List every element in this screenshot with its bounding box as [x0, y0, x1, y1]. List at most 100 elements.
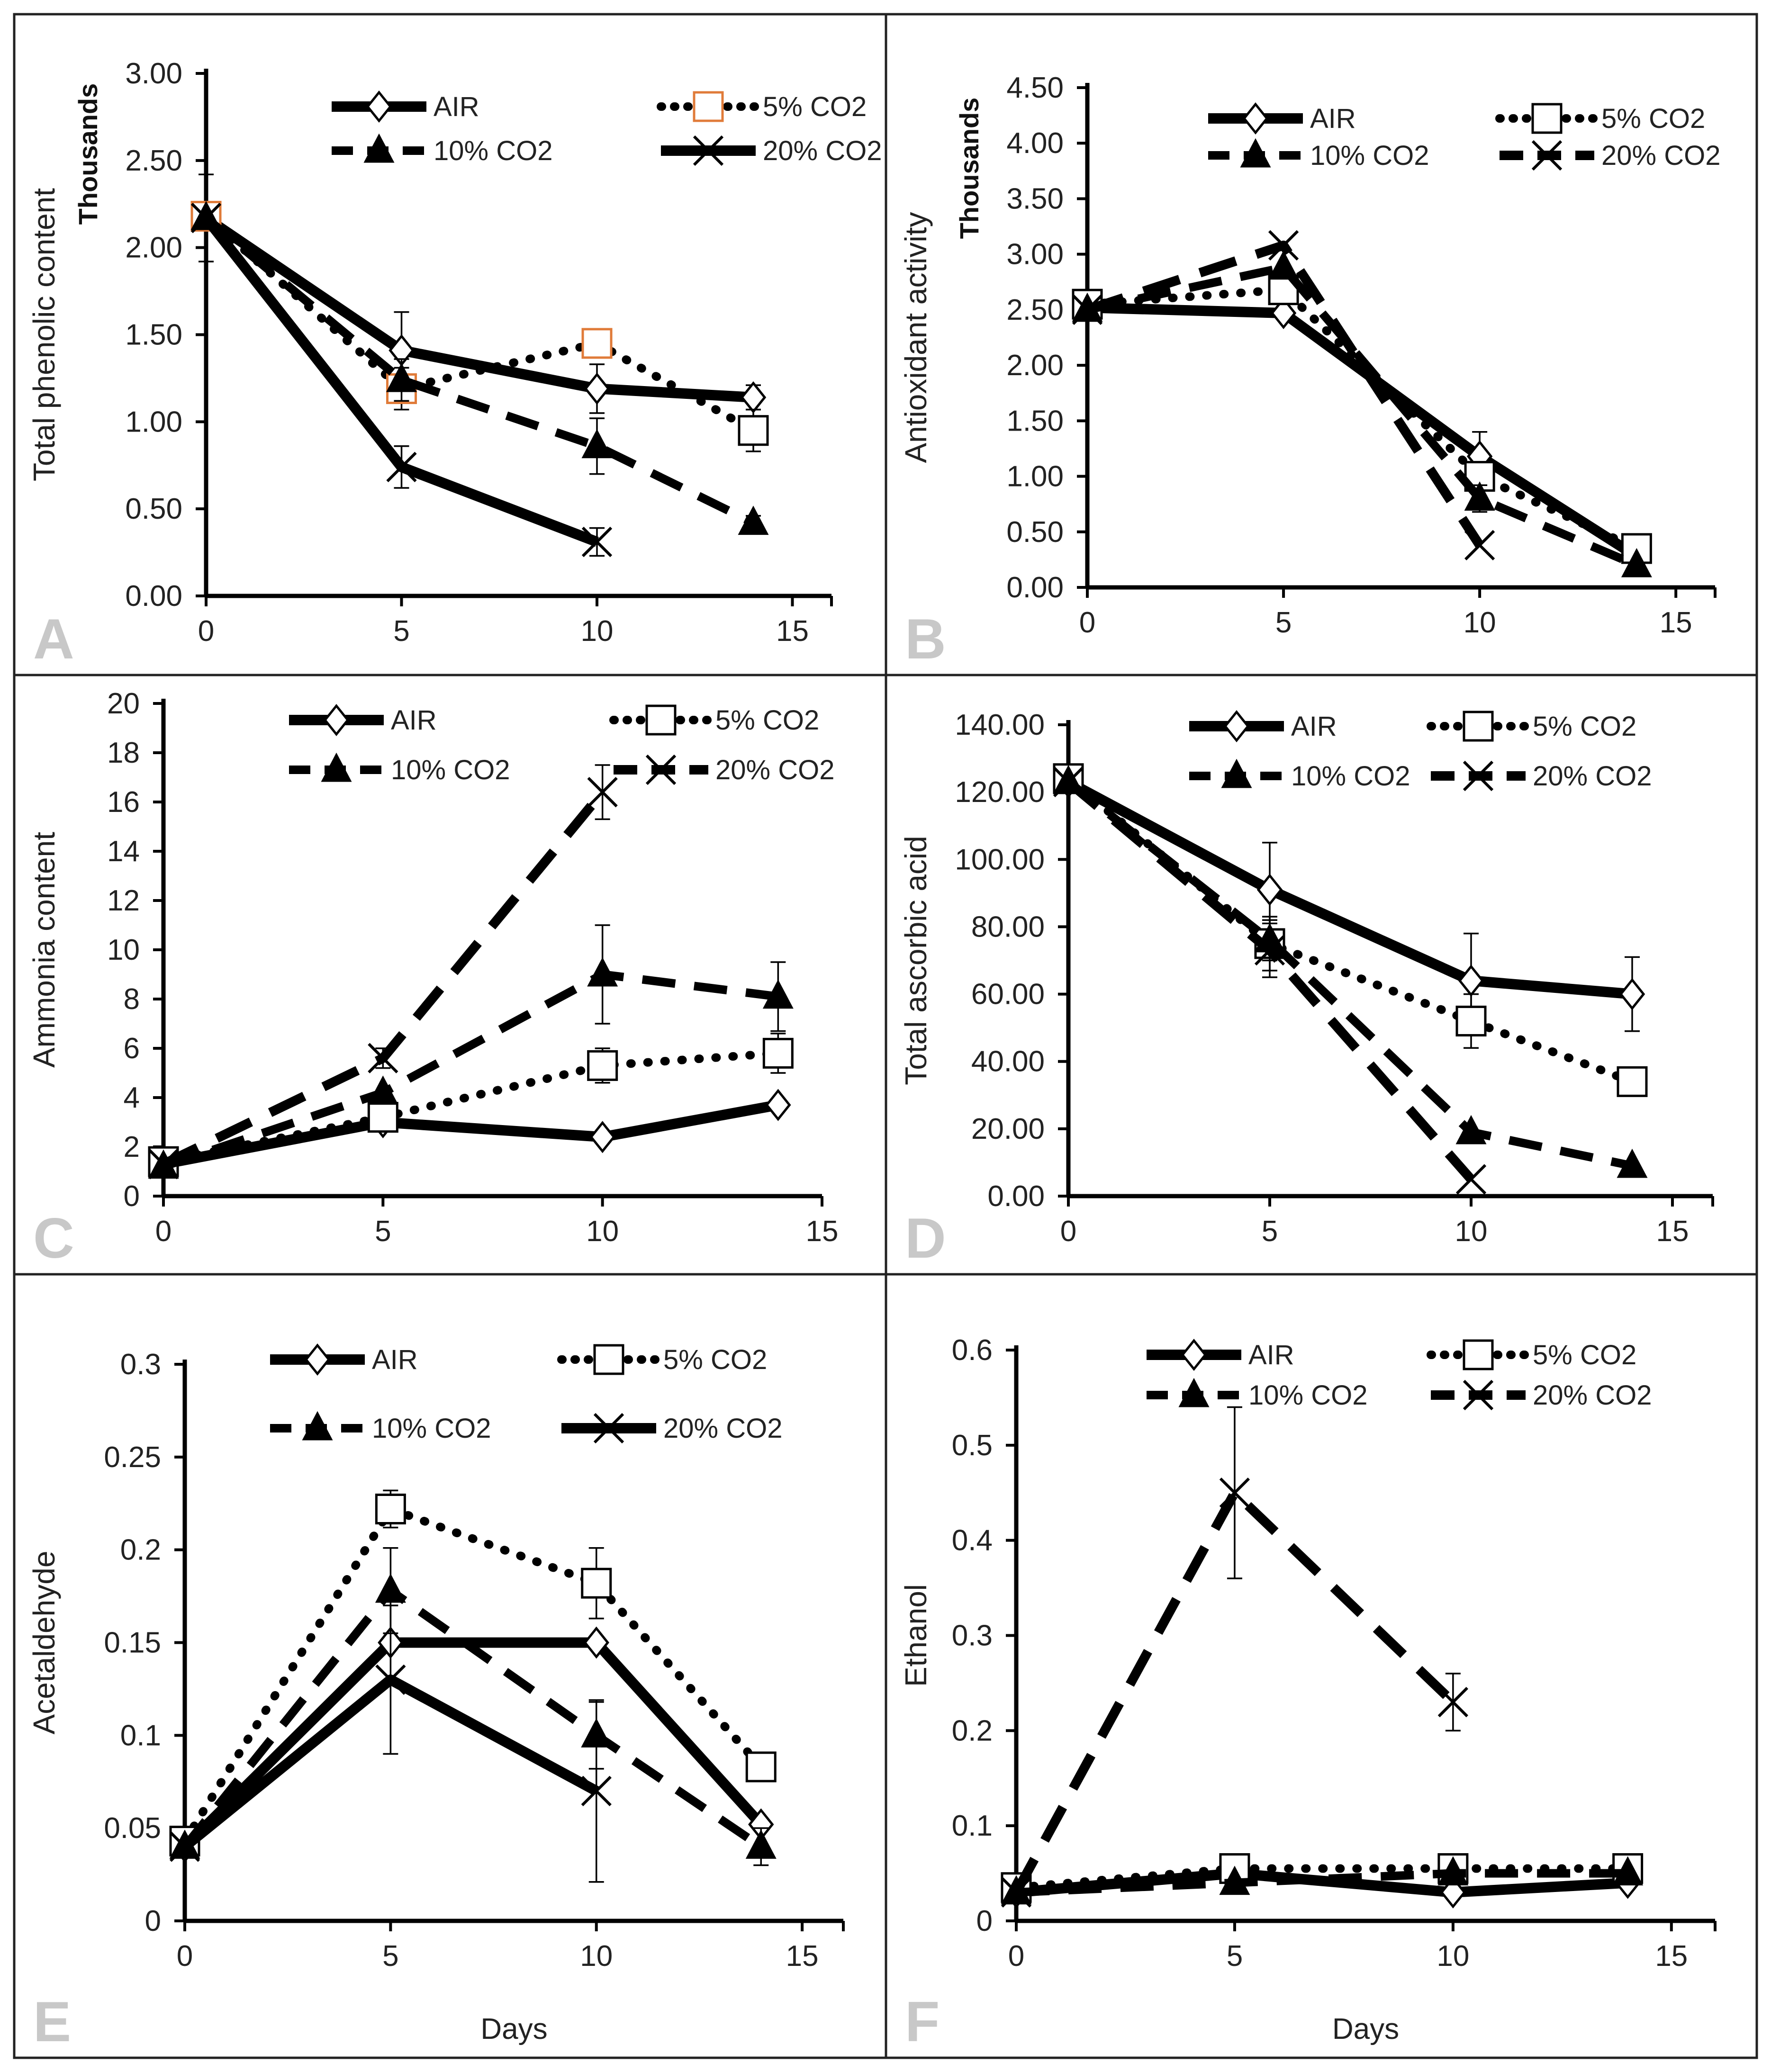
panel-letter: B [905, 607, 946, 671]
y-tick-label: 60.00 [971, 978, 1045, 1011]
y-tick-label: 2.00 [1006, 349, 1064, 382]
legend-entry-20pct-co2: 20% CO2 [1431, 1379, 1652, 1411]
y-tick-label: 0.50 [1006, 516, 1064, 549]
legend-marker-square [1463, 711, 1494, 742]
x-tick-label: 0 [1008, 1940, 1024, 1973]
x-tick-label: 0 [1060, 1215, 1076, 1248]
legend-entry-air: AIR [1147, 1338, 1294, 1371]
legend-entry-5pct-co2: 5% CO2 [1427, 1339, 1636, 1370]
legend-label: AIR [372, 1344, 418, 1375]
panel-letter: E [33, 1990, 71, 2054]
axes: 0.00 0.50 1.00 1.50 2.00 2.50 3.00 0 5 10 15 [125, 57, 833, 648]
series-5pct-co2-line [202, 212, 758, 435]
y-axis-label: Ammonia content [27, 832, 61, 1068]
legend-label: 5% CO2 [1601, 103, 1705, 134]
legend-marker-cross [1463, 760, 1494, 792]
series-layer [1001, 1406, 1644, 1909]
series-20pct-co2-marker-cross-b [386, 451, 417, 483]
y-tick-label: 6 [124, 1032, 140, 1065]
series-air-marker-diamond [765, 1089, 791, 1121]
legend-marker-cross-b [1531, 140, 1563, 171]
axes: 0 2 4 6 8 10 12 14 16 18 20 0 5 10 15 [107, 687, 838, 1248]
legend-marker-cross-b [593, 1413, 624, 1444]
series-10pct-co2-line [162, 970, 779, 1171]
series-air-marker-diamond [1270, 297, 1297, 329]
series-20pct-co2-marker-cross-b [169, 1831, 200, 1862]
legend-marker-cross-b [645, 754, 677, 785]
legend-entry-10pct-co2: 10% CO2 [270, 1411, 491, 1444]
series-20pct-co2-marker-cross-b [1268, 230, 1299, 261]
panel-b: 0.00 0.50 1.00 1.50 2.00 2.50 3.00 3.50 4.00 4.50… [885, 13, 1758, 676]
legend-marker-triangle [302, 1411, 333, 1441]
series-20pct-co2-marker-cross [581, 526, 613, 558]
y-tick-label: 1.00 [125, 405, 182, 438]
x-tick-label: 15 [1660, 606, 1692, 639]
series-10pct-co2-marker-triangle [587, 957, 618, 987]
series-20pct-co2-marker-cross-b [1072, 294, 1103, 325]
axes: 0 0.05 0.1 0.15 0.2 0.25 0.3 0 5 10 15 [104, 1348, 845, 1973]
series-10pct-co2-marker-triangle [1268, 250, 1299, 280]
y-tick-label: 16 [107, 786, 140, 819]
series-5pct-co2-marker-square [375, 1494, 406, 1524]
x-tick-label: 10 [1464, 606, 1496, 639]
series-5pct-co2-marker-square [745, 1751, 777, 1783]
y-tick-label: 120.00 [955, 776, 1045, 809]
series-layer [190, 173, 769, 558]
x-tick-label: 15 [1656, 1215, 1689, 1248]
legend-label: AIR [391, 705, 437, 736]
series-air-marker-diamond [1256, 874, 1283, 906]
series-20pct-co2-marker-cross-b [1464, 530, 1495, 561]
legend-marker-triangle [1178, 1378, 1210, 1407]
y-tick-label: 4 [124, 1081, 140, 1114]
legend-marker-cross [693, 135, 724, 166]
legend-marker-triangle [321, 752, 352, 782]
series-20pct-co2-marker-cross [1268, 230, 1299, 261]
legend-marker-diamond [1242, 102, 1269, 135]
series-5pct-co2-marker-square [581, 328, 613, 359]
y-tick-label: 0.4 [952, 1524, 993, 1557]
x-tick-label: 0 [177, 1940, 193, 1973]
series-20pct-co2-marker-cross [1254, 935, 1285, 966]
series-10pct-co2-marker-triangle [745, 1829, 777, 1859]
legend-entry-air: AIR [332, 90, 479, 123]
x-tick-label: 15 [786, 1940, 819, 1973]
series-air-line [1087, 302, 1640, 561]
series-10pct-co2-marker-triangle [1612, 1856, 1644, 1886]
legend-label: 10% CO2 [1291, 761, 1410, 792]
axes: 0.00 20.00 40.00 60.00 80.00 100.00 120.00 140.… [955, 709, 1714, 1248]
x-tick-label: 0 [198, 615, 214, 648]
x-tick-label: 10 [586, 1215, 619, 1248]
series-20pct-co2-marker-cross [581, 1775, 612, 1806]
legend-entry-20pct-co2: 20% CO2 [661, 135, 882, 166]
legend-marker-square [693, 91, 724, 122]
legend-marker-cross [1463, 1379, 1494, 1411]
panel-letter: F [905, 1990, 940, 2054]
legend-entry-10pct-co2: 10% CO2 [1189, 758, 1410, 792]
units-note: Thousands [954, 98, 984, 239]
legend-marker-cross-b [1463, 760, 1494, 792]
legend-entry-air: AIR [270, 1343, 418, 1376]
series-10pct-co2-marker-triangle [762, 979, 794, 1009]
legend-entry-air: AIR [1189, 710, 1337, 743]
series-10pct-co2-marker-triangle [581, 429, 613, 459]
series-20pct-co2-marker-cross-b [1437, 1686, 1468, 1718]
panels-layer: 0.000.501.001.502.002.503.000 5 10 15Total … [13, 13, 1758, 2059]
series-20pct-co2-marker-cross [148, 1149, 179, 1180]
legend-label: 10% CO2 [1248, 1380, 1367, 1411]
y-tick-label: 0.2 [120, 1534, 161, 1567]
legend-marker-cross-b [1463, 1379, 1494, 1411]
axes: 0 0.1 0.2 0.3 0.4 0.5 0.6 0 5 10 15 [952, 1334, 1717, 1973]
series-20pct-co2-marker-cross-b [1219, 1477, 1250, 1508]
series-20pct-co2-marker-cross [1437, 1686, 1468, 1718]
series-20pct-co2-marker-cross-b [190, 203, 222, 234]
panel-letter: A [33, 607, 74, 671]
series-20pct-co2-marker-cross-b [1001, 1877, 1032, 1908]
panel-f: 0 0.1 0.2 0.3 0.4 0.5 0.6 0 5 10 15 Ethanol Days F AIR… [885, 1273, 1758, 2059]
legend: AIR 5% CO2 10% CO2 20% CO2 [1189, 710, 1652, 792]
legend-marker-diamond [1223, 710, 1250, 743]
series-20pct-co2-marker-cross [169, 1831, 200, 1862]
panel-d: 0.00 20.00 40.00 60.00 80.00 100.00 120.00 140.… [885, 674, 1758, 1276]
y-tick-label: 0.3 [952, 1620, 993, 1652]
y-tick-label: 0.1 [952, 1810, 993, 1842]
